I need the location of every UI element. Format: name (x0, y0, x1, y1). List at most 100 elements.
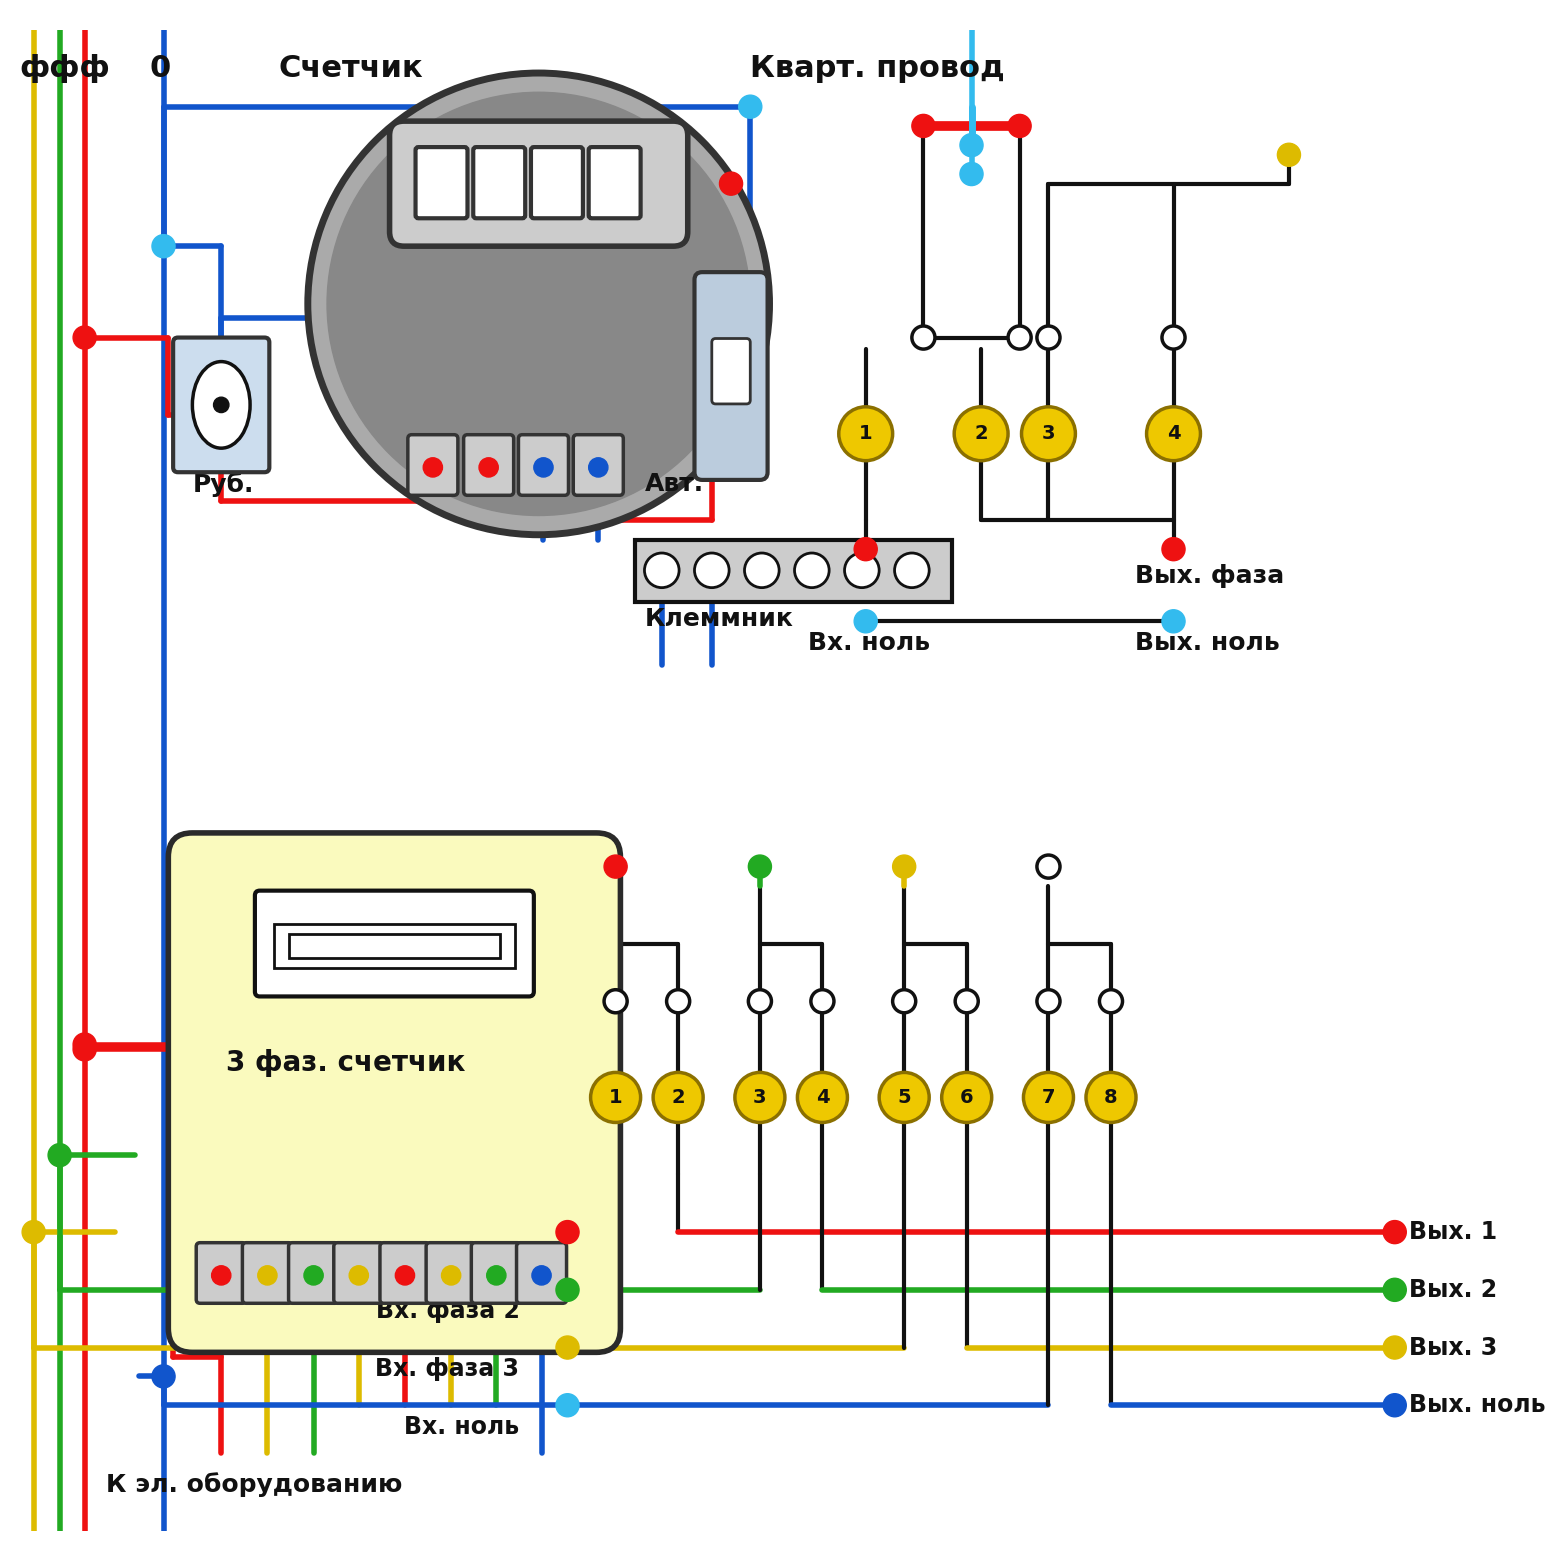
Circle shape (532, 1266, 551, 1285)
Circle shape (555, 1394, 579, 1417)
Text: 7: 7 (1042, 1088, 1055, 1107)
Circle shape (212, 1266, 231, 1285)
Circle shape (441, 1266, 460, 1285)
FancyBboxPatch shape (390, 122, 688, 247)
Circle shape (839, 407, 892, 460)
Circle shape (48, 1144, 72, 1166)
Text: Кварт. провод: Кварт. провод (750, 53, 1005, 83)
FancyBboxPatch shape (516, 1243, 566, 1303)
Circle shape (588, 457, 608, 478)
Text: 1: 1 (860, 425, 872, 443)
FancyBboxPatch shape (415, 147, 468, 219)
FancyBboxPatch shape (242, 1243, 292, 1303)
FancyBboxPatch shape (426, 1243, 476, 1303)
FancyBboxPatch shape (254, 891, 534, 996)
Circle shape (739, 95, 761, 119)
Circle shape (1008, 326, 1031, 350)
Circle shape (913, 114, 934, 137)
Circle shape (1384, 1221, 1406, 1244)
Circle shape (423, 457, 443, 478)
Circle shape (694, 553, 729, 587)
Circle shape (22, 1221, 45, 1244)
FancyBboxPatch shape (407, 434, 459, 495)
FancyBboxPatch shape (573, 434, 624, 495)
Text: 3: 3 (1042, 425, 1055, 443)
Circle shape (1384, 1336, 1406, 1360)
Text: Вх. фаза: Вх. фаза (808, 564, 934, 587)
FancyBboxPatch shape (463, 434, 513, 495)
Circle shape (73, 1033, 97, 1057)
Circle shape (894, 553, 930, 587)
Text: Вх. фаза 1: Вх. фаза 1 (376, 1241, 519, 1266)
Circle shape (959, 134, 983, 156)
Text: ффф: ффф (19, 53, 111, 83)
Text: 6: 6 (959, 1088, 973, 1107)
Text: Вых. фаза: Вых. фаза (1136, 564, 1284, 587)
Circle shape (487, 1266, 505, 1285)
Circle shape (1384, 1394, 1406, 1417)
Text: Руб.: Руб. (192, 473, 254, 496)
Text: К эл. оборудованию: К эл. оборудованию (106, 1472, 402, 1497)
FancyBboxPatch shape (197, 1243, 246, 1303)
Circle shape (1278, 144, 1301, 167)
Circle shape (955, 990, 978, 1013)
Circle shape (794, 553, 830, 587)
Text: 4: 4 (816, 1088, 830, 1107)
FancyBboxPatch shape (289, 1243, 339, 1303)
Text: Авт.: Авт. (644, 473, 704, 496)
FancyBboxPatch shape (275, 924, 515, 968)
FancyBboxPatch shape (471, 1243, 521, 1303)
Text: Вых. ноль: Вых. ноль (1409, 1394, 1546, 1417)
Circle shape (1100, 990, 1123, 1013)
Circle shape (151, 234, 175, 258)
Circle shape (555, 1221, 579, 1244)
FancyBboxPatch shape (711, 339, 750, 404)
Circle shape (1162, 537, 1186, 560)
Text: 8: 8 (1104, 1088, 1119, 1107)
Circle shape (73, 1038, 97, 1061)
FancyBboxPatch shape (473, 147, 526, 219)
Circle shape (1023, 1072, 1073, 1122)
Circle shape (749, 990, 772, 1013)
Ellipse shape (192, 362, 250, 448)
Circle shape (1022, 407, 1075, 460)
Circle shape (591, 1072, 641, 1122)
Circle shape (349, 1266, 368, 1285)
Circle shape (892, 990, 916, 1013)
Circle shape (811, 990, 835, 1013)
Text: Вых. ноль: Вых. ноль (1136, 631, 1279, 656)
Circle shape (534, 457, 554, 478)
FancyBboxPatch shape (518, 434, 568, 495)
Circle shape (1037, 990, 1059, 1013)
Text: 4: 4 (1167, 425, 1181, 443)
Circle shape (1037, 855, 1059, 879)
FancyBboxPatch shape (289, 933, 501, 958)
Circle shape (942, 1072, 992, 1122)
Text: 2: 2 (671, 1088, 685, 1107)
Circle shape (1008, 114, 1031, 137)
Text: Вх. фаза 2: Вх. фаза 2 (376, 1299, 519, 1324)
Circle shape (1162, 610, 1186, 632)
Circle shape (880, 1072, 930, 1122)
Circle shape (855, 537, 877, 560)
Text: Вх. ноль: Вх. ноль (808, 631, 930, 656)
Circle shape (913, 326, 934, 350)
Text: Вых. 1: Вых. 1 (1409, 1221, 1498, 1244)
Circle shape (959, 162, 983, 186)
FancyBboxPatch shape (381, 1243, 431, 1303)
Circle shape (555, 1336, 579, 1360)
Text: 0: 0 (150, 53, 170, 83)
Circle shape (666, 990, 690, 1013)
Circle shape (1147, 407, 1201, 460)
Circle shape (1384, 1278, 1406, 1302)
Text: 3: 3 (753, 1088, 766, 1107)
Text: Вых. 3: Вых. 3 (1409, 1336, 1498, 1360)
FancyBboxPatch shape (588, 147, 641, 219)
FancyBboxPatch shape (168, 834, 621, 1352)
Circle shape (744, 553, 778, 587)
Circle shape (644, 553, 679, 587)
Circle shape (654, 1072, 704, 1122)
Circle shape (1086, 1072, 1136, 1122)
FancyBboxPatch shape (173, 337, 270, 473)
Circle shape (1037, 326, 1059, 350)
